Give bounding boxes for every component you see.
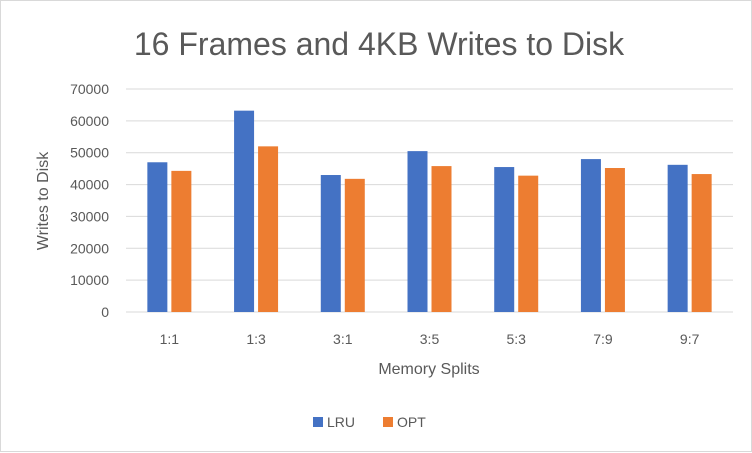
x-axis-ticks: 1:1 1:3 3:1 3:5 5:3 7:9 9:7 [160, 331, 700, 347]
legend: LRU OPT [313, 414, 426, 430]
x-tick-label: 9:7 [680, 331, 700, 347]
y-axis-title: Writes to Disk [35, 151, 52, 250]
gridlines [126, 88, 733, 313]
bar-opt-3-5 [431, 166, 452, 312]
bar-opt-9-7 [691, 174, 712, 312]
bar-lru-3-1 [320, 175, 341, 312]
legend-swatch-lru [313, 417, 323, 427]
bar-opt-3-1 [344, 178, 365, 312]
bar-lru-7-9 [580, 159, 601, 312]
bar-lru-3-5 [407, 151, 428, 312]
x-tick-label: 5:3 [506, 331, 526, 347]
y-tick-label: 40000 [70, 177, 109, 193]
chart-title: 16 Frames and 4KB Writes to Disk [134, 26, 625, 62]
y-tick-label: 30000 [70, 208, 109, 224]
y-tick-label: 60000 [70, 113, 109, 129]
legend-label-opt: OPT [397, 414, 426, 430]
y-tick-label: 0 [101, 304, 109, 320]
bar-opt-5-3 [518, 175, 539, 312]
x-tick-label: 1:3 [246, 331, 266, 347]
x-tick-label: 3:5 [420, 331, 440, 347]
y-axis-ticks: 0 10000 20000 30000 40000 50000 60000 70000 [70, 81, 109, 320]
bar-opt-1-1 [171, 170, 192, 312]
bar-lru-1-1 [147, 162, 168, 312]
x-tick-label: 7:9 [593, 331, 613, 347]
bars [147, 110, 712, 312]
bar-lru-9-7 [667, 164, 688, 312]
legend-swatch-opt [383, 417, 393, 427]
bar-opt-1-3 [258, 146, 279, 312]
x-tick-label: 1:1 [160, 331, 180, 347]
y-tick-label: 70000 [70, 81, 109, 97]
bar-opt-7-9 [604, 168, 625, 312]
y-tick-label: 10000 [70, 272, 109, 288]
y-tick-label: 20000 [70, 240, 109, 256]
x-tick-label: 3:1 [333, 331, 353, 347]
bar-lru-5-3 [494, 167, 515, 312]
y-tick-label: 50000 [70, 145, 109, 161]
legend-label-lru: LRU [327, 414, 355, 430]
x-axis-title: Memory Splits [378, 361, 479, 378]
bar-lru-1-3 [234, 110, 255, 312]
